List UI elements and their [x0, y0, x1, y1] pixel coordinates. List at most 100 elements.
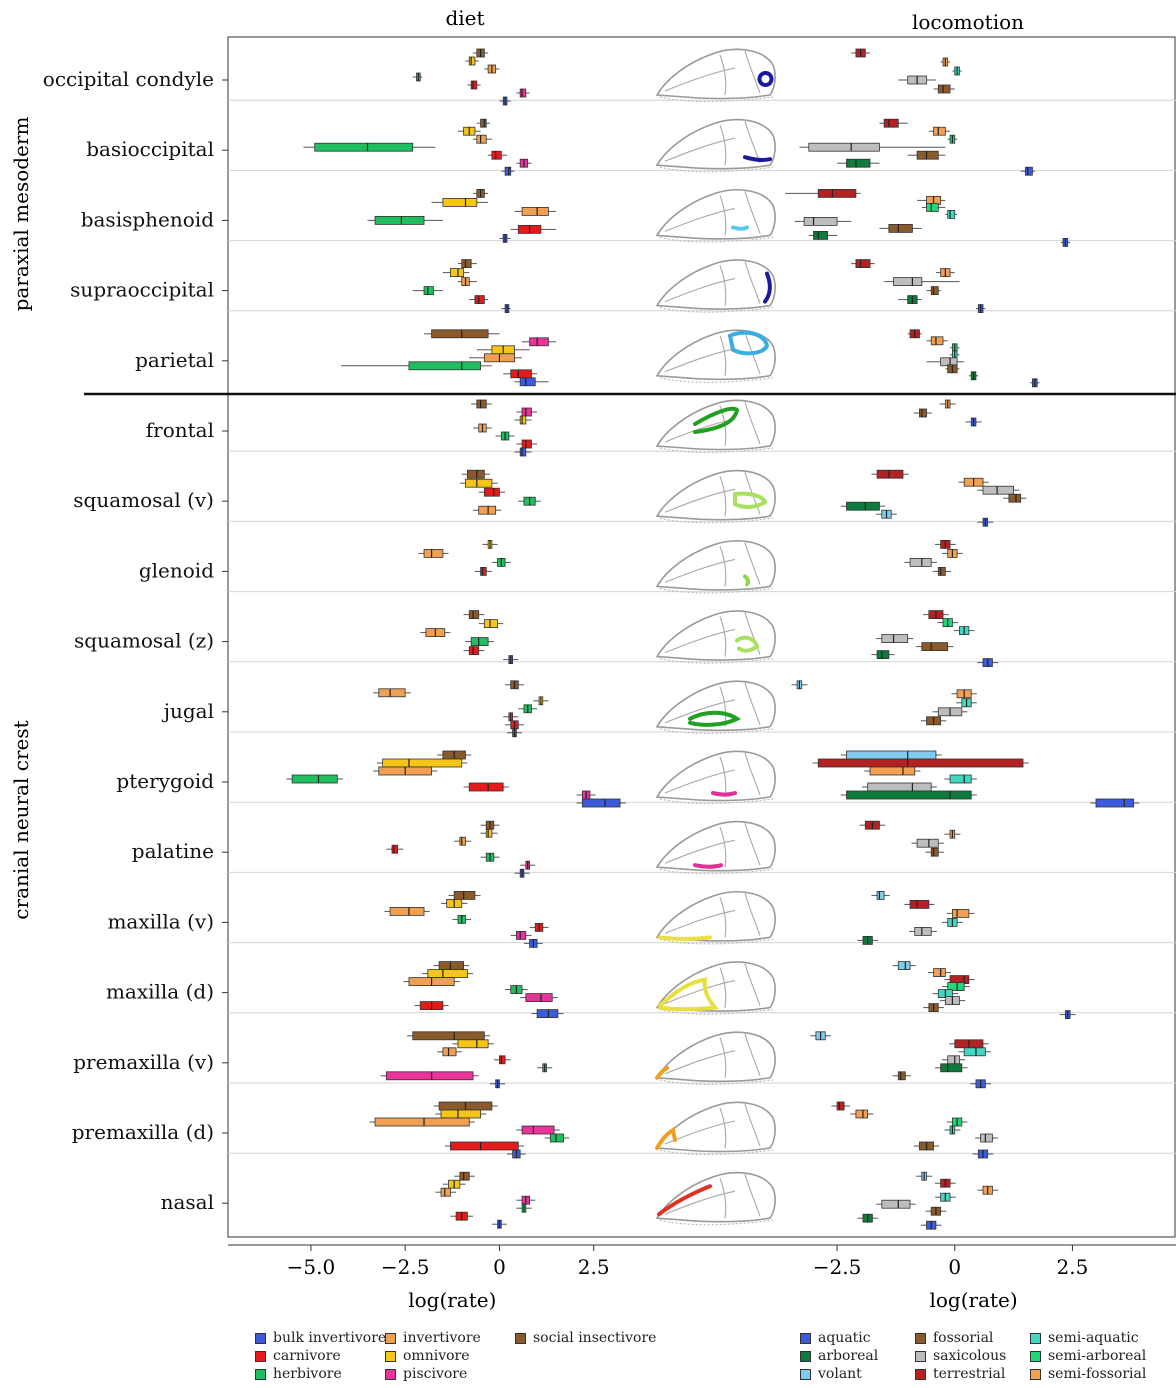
legend-item: piscivore — [385, 1366, 467, 1382]
box-iqr — [374, 1117, 470, 1127]
legend-swatch — [800, 1332, 811, 1344]
box-diet-invertivore — [473, 423, 492, 433]
legend-label: social insectivore — [533, 1330, 657, 1346]
x-tick-label: 2.5 — [1057, 1255, 1089, 1279]
box-loc-fossorial — [926, 286, 941, 296]
legend-swatch — [915, 1332, 926, 1344]
box-iqr — [947, 1055, 960, 1065]
box-loc-semi-aquatic — [934, 1192, 956, 1202]
skull-outline — [655, 961, 776, 1015]
legend-swatch — [915, 1350, 926, 1362]
box-diet-social-insectivore — [461, 469, 491, 479]
skull-outline — [655, 820, 776, 875]
box-loc-terrestrial — [879, 118, 908, 128]
skull-highlight — [655, 1126, 677, 1150]
box-diet-omnivore — [480, 828, 498, 838]
box-diet-bulk-invertivore — [503, 655, 519, 664]
row-label: nasal — [161, 1190, 214, 1214]
box-iqr — [427, 969, 468, 978]
box-loc-saxicolous — [932, 707, 968, 717]
box-iqr — [519, 447, 527, 457]
box-iqr — [876, 650, 890, 659]
locomotion-row — [904, 540, 963, 576]
box-loc-terrestrial — [859, 820, 886, 830]
box-diet-piscivore — [380, 1071, 479, 1081]
box-loc-semi-fossorial — [850, 1109, 874, 1119]
box-diet-omnivore — [457, 126, 481, 136]
box-iqr — [440, 1187, 451, 1197]
diet-legend: bulk invertivore carnivore herbivore invert… — [255, 1330, 656, 1385]
box-loc-aquatic — [920, 1220, 942, 1230]
plot-frame — [84, 36, 1176, 1238]
box-iqr — [450, 268, 465, 278]
box-loc-arboreal — [934, 1063, 968, 1073]
box-diet-carnivore — [510, 224, 556, 234]
legend-item: omnivore — [385, 1348, 470, 1364]
box-diet-invertivore — [373, 688, 411, 698]
legend-swatch — [515, 1332, 526, 1344]
box-iqr — [491, 150, 502, 160]
box-diet-herbivore — [518, 704, 538, 714]
legend-swatch — [255, 1368, 266, 1380]
skull-outline — [655, 1171, 776, 1226]
skull-outline — [655, 610, 776, 664]
box-iqr — [846, 501, 880, 511]
box-iqr — [465, 478, 493, 488]
box-loc-aquatic — [965, 417, 982, 427]
locomotion-row — [812, 750, 1140, 808]
locomotion-row — [859, 820, 961, 857]
box-diet-herbivore — [518, 496, 541, 506]
box-diet-omnivore — [376, 758, 468, 768]
legend-swatch — [915, 1368, 926, 1380]
locomotion-panel — [785, 48, 1140, 1230]
box-iqr — [947, 982, 965, 991]
locomotion-row — [810, 1031, 992, 1089]
skull-highlight — [743, 155, 772, 163]
box-loc-terrestrial — [851, 259, 875, 269]
locomotion-row — [840, 469, 1027, 527]
box-loc-saxicolous — [909, 927, 937, 936]
legend-swatch — [255, 1332, 266, 1344]
row-label: glenoid — [139, 558, 214, 582]
box-loc-fossorial — [925, 847, 944, 857]
box-iqr — [499, 1055, 506, 1065]
box-iqr — [888, 223, 913, 233]
locomotion-row — [857, 1171, 999, 1230]
box-loc-semi-fossorial — [951, 689, 977, 699]
box-loc-saxicolous — [904, 558, 937, 567]
box-diet-invertivore — [473, 134, 492, 144]
plot-border — [227, 36, 1176, 1238]
x-tick-label: −5.0 — [287, 1255, 336, 1279]
box-iqr — [389, 907, 425, 916]
box-loc-volant — [916, 1171, 933, 1181]
box-diet-bulk-invertivore — [499, 233, 511, 243]
box-loc-semi-fossorial — [927, 968, 951, 977]
box-diet-social-insectivore — [448, 891, 481, 900]
box-iqr — [470, 80, 478, 90]
legend-item: saxicolous — [915, 1348, 1006, 1364]
box-iqr — [933, 126, 946, 136]
box-diet-social-insectivore — [505, 680, 524, 690]
box-diet-invertivore — [373, 766, 438, 776]
box-iqr — [963, 1047, 986, 1057]
box-diet-carnivore — [503, 369, 538, 379]
diet-row — [373, 680, 549, 738]
box-diet-omnivore — [476, 345, 530, 355]
x-axes: −5.0 −2.5 0 2.5 −2.5 0 2.5 log(rate) log(rate) — [228, 1244, 1176, 1312]
box-iqr — [408, 361, 481, 371]
box-iqr — [453, 891, 476, 900]
diet-row — [403, 961, 564, 1018]
skull-highlight — [731, 225, 749, 231]
box-iqr — [947, 209, 956, 219]
box-iqr — [440, 1109, 481, 1119]
box-diet-herbivore — [491, 558, 511, 567]
box-diet-omnivore — [431, 197, 489, 207]
box-loc-fossorial — [923, 1003, 944, 1012]
box-loc-semi-aquatic — [944, 1125, 961, 1135]
box-loc-aquatic — [972, 1149, 994, 1159]
box-diet-social-insectivore — [463, 610, 485, 619]
box-iqr — [846, 158, 871, 168]
box-iqr — [374, 215, 425, 225]
x-tick-label: 0 — [493, 1255, 506, 1279]
box-diet-herbivore — [516, 1203, 532, 1213]
